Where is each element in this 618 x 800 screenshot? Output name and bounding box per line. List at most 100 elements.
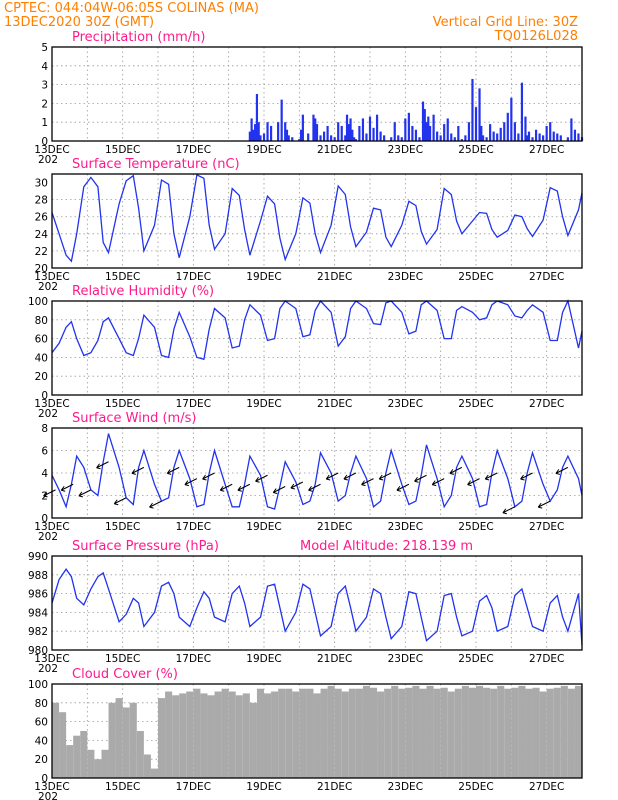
precipitation-bar	[545, 125, 548, 141]
y-tick-label: 20	[35, 263, 48, 275]
cloud-cover-bar	[235, 695, 243, 778]
panel-frame	[51, 46, 583, 142]
y-tick-label: 60	[35, 717, 48, 729]
y-tick-label: 26	[35, 212, 49, 224]
wind-arrow-icon	[149, 500, 162, 509]
precipitation-bar	[259, 135, 262, 141]
cloud-cover-bar	[299, 688, 307, 778]
precipitation-bar	[345, 114, 349, 141]
x-tick-label: 17DEC	[176, 398, 211, 410]
x-tick-label: 21DEC	[317, 653, 352, 665]
cloud-cover-bar	[490, 688, 498, 778]
cloud-cover-bar	[278, 688, 286, 778]
precipitation-bar	[314, 118, 317, 141]
x-year-label: 202	[38, 663, 58, 675]
cloud-cover-bar	[497, 685, 505, 778]
precipitation-bar	[390, 137, 393, 141]
wind-arrow-icon	[414, 474, 427, 483]
cloud-cover-bar	[504, 688, 512, 778]
precipitation-bar	[499, 127, 502, 141]
y-tick-label: 0	[41, 513, 48, 525]
panel-temperature: 20 22 24 26 28 30 Surface Temperature (nC) 13DE…	[34, 157, 583, 293]
cloud-cover-bar	[129, 702, 137, 778]
precipitation-bar	[397, 135, 400, 141]
precipitation-bar	[353, 137, 356, 141]
x-tick-label: 25DEC	[458, 271, 493, 283]
precipitation-bar	[517, 133, 520, 141]
x-tick-label: 17DEC	[176, 653, 211, 665]
y-tick-label: 30	[35, 178, 48, 190]
precipitation-bar	[322, 131, 326, 141]
x-tick-label: 21DEC	[317, 781, 352, 793]
y-tick-label: 80	[35, 698, 48, 710]
y-tick-label: 1	[41, 117, 48, 129]
x-tick-label: 17DEC	[176, 271, 211, 283]
cloud-cover-bar	[567, 688, 575, 778]
wind-arrow-icon	[237, 483, 251, 492]
precipitation-bar	[464, 135, 467, 141]
x-tick-label: 17DEC	[176, 521, 211, 533]
precipitation-bar	[526, 135, 529, 141]
x-tick-label: 19DEC	[246, 653, 281, 665]
cloud-cover-bar	[553, 687, 561, 778]
cloud-cover-bar	[348, 688, 356, 778]
precipitation-bar	[510, 97, 513, 141]
wind-arrow-icon	[502, 506, 516, 515]
precipitation-bar	[542, 135, 545, 141]
x-tick-label: 23DEC	[388, 398, 423, 410]
precipitation-bar	[531, 137, 534, 141]
cloud-cover-bar	[73, 735, 81, 778]
humidity-line	[51, 299, 583, 361]
precipitation-bar	[407, 112, 410, 141]
precipitation-bar	[453, 137, 456, 141]
wind-arrow-icon	[361, 478, 374, 487]
y-tick-label: 60	[35, 334, 48, 346]
precipitation-bar	[573, 129, 577, 141]
x-tick-label: 27DEC	[529, 653, 564, 665]
panel-humidity: 0 20 40 60 80 100 Relative Humidity (%) 13DEC 15…	[28, 284, 583, 420]
panel-precipitation: 0 1 2 3 4 5 Precipitation (mm/h) 13DEC 15DEC 17DE…	[34, 30, 584, 166]
y-tick-label: 28	[35, 195, 48, 207]
wind-arrow-icon	[43, 489, 56, 498]
cloud-cover-bar	[440, 687, 448, 778]
wind-arrow-icon	[219, 483, 233, 492]
y-tick-label: 988	[28, 570, 48, 582]
precipitation-bar	[549, 122, 552, 141]
precipitation-bar	[337, 122, 340, 141]
precipitation-bar	[450, 133, 453, 141]
cloud-cover-bar	[87, 749, 95, 778]
panel-cloud-cover: 0 20 40 60 80 100 Cloud Cover (%) 13DEC 15DEC 17D…	[28, 667, 583, 800]
panel-frame	[51, 683, 583, 779]
x-tick-label: 15DEC	[105, 144, 140, 156]
precipitation-bar	[312, 114, 315, 141]
panel-title: Surface Temperature (nC)	[72, 157, 240, 172]
cloud-cover-bar	[179, 693, 187, 778]
precipitation-bar	[383, 135, 386, 141]
y-tick-label: 984	[28, 607, 48, 619]
wind-arrow-icon	[343, 472, 357, 481]
precipitation-bar	[481, 135, 485, 141]
precipitation-bar	[301, 114, 304, 141]
wind-arrow-icon	[60, 483, 74, 492]
y-tick-label: 5	[41, 42, 48, 54]
wind-line	[51, 433, 583, 510]
cloud-cover-bar	[384, 688, 392, 778]
precipitation-bar	[457, 125, 460, 141]
precipitation-bar	[300, 129, 303, 141]
y-tick-label: 100	[28, 296, 48, 308]
cloud-cover-bar	[122, 707, 130, 778]
precipitation-bar	[340, 125, 343, 141]
precipitation-bar	[254, 124, 257, 141]
x-tick-label: 15DEC	[105, 398, 140, 410]
x-tick-label: 19DEC	[246, 781, 281, 793]
panels-group: 0 1 2 3 4 5 Precipitation (mm/h) 13DEC 15DEC 17DE…	[28, 30, 584, 800]
precipitation-bar	[255, 94, 259, 141]
precipitation-bar	[520, 82, 524, 141]
precipitation-bar	[538, 133, 541, 141]
cloud-cover-bar	[362, 685, 370, 778]
wind-arrow-icon	[166, 466, 180, 475]
cloud-cover-bar	[447, 691, 455, 778]
panel-pressure: 980 982 984 986 988 990 Surface Pressure (hPa)…	[28, 539, 583, 675]
cloud-cover-bar	[193, 688, 201, 778]
